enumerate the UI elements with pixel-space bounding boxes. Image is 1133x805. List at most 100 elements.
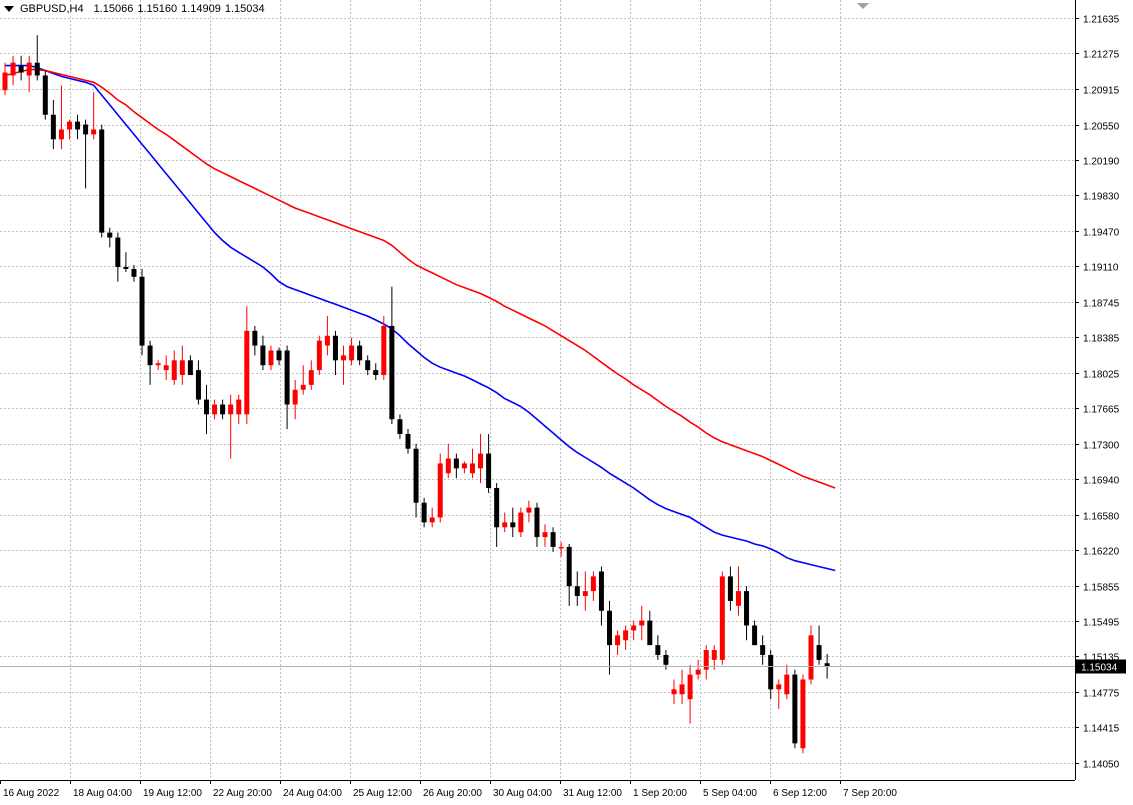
candle-body (655, 645, 661, 655)
candle (808, 625, 814, 685)
candle-body (607, 610, 612, 646)
candle-body (332, 335, 338, 361)
candle (655, 635, 661, 660)
ma-fast-line (5, 64, 836, 572)
candle-body (260, 345, 266, 366)
candle-body (365, 360, 371, 371)
candle-body (405, 433, 411, 449)
candle-body (542, 532, 548, 538)
candle (381, 316, 387, 380)
candle (18, 55, 24, 81)
candle (212, 399, 218, 420)
candle-body (324, 335, 330, 346)
candle (268, 345, 274, 371)
candle (711, 645, 717, 670)
candle-body (663, 654, 669, 665)
candle (695, 659, 701, 680)
current-price-tag: 1.15034 (1076, 659, 1126, 674)
candle-body (220, 404, 226, 415)
candle (284, 345, 290, 430)
candle-body (244, 330, 250, 415)
candle-body (115, 237, 121, 267)
candle-body (631, 625, 637, 631)
candle (66, 119, 72, 140)
candle-body (421, 502, 427, 523)
candle-body (429, 517, 435, 523)
candle-body (91, 129, 97, 135)
candle-body (389, 325, 395, 420)
x-tick-label: 5 Sep 04:00 (703, 788, 757, 799)
y-tick-label: 1.21635 (1083, 15, 1120, 26)
candle (131, 265, 137, 282)
candle (179, 345, 185, 385)
candle (308, 360, 314, 390)
candle-body (469, 463, 475, 474)
candle-body (147, 345, 153, 366)
x-tick-label: 16 Aug 2022 (3, 788, 60, 799)
candle-body (107, 232, 113, 238)
candle-body (75, 121, 81, 130)
y-tick-label: 1.17300 (1083, 441, 1120, 452)
candle-body (252, 330, 258, 346)
candle-body (18, 65, 24, 73)
y-tick-label: 1.16940 (1083, 476, 1120, 487)
candle (623, 625, 629, 651)
candle-body (679, 684, 685, 695)
y-tick-label: 1.18025 (1083, 370, 1120, 381)
candle (373, 363, 379, 380)
candle (292, 379, 298, 420)
dropdown-triangle-icon[interactable] (4, 6, 14, 12)
candle-body (590, 576, 596, 592)
candle (324, 316, 330, 356)
candle (478, 433, 484, 484)
y-tick-label: 1.20550 (1083, 122, 1120, 133)
candle (421, 497, 427, 528)
candle (220, 399, 226, 420)
candle (34, 35, 40, 81)
candle (437, 453, 443, 523)
candle-body (99, 129, 105, 233)
candle (816, 625, 822, 665)
candle-body (357, 345, 363, 361)
candle-body (719, 576, 725, 660)
candle (615, 630, 621, 655)
price-tag-bg (1076, 659, 1126, 674)
candle-body (735, 591, 741, 606)
candle-body (50, 114, 56, 140)
candle (566, 543, 572, 606)
candle-body (397, 419, 403, 434)
y-axis-ticks: 1.21635 1.21275 1.20915 1.20550 1.20190 1.198… (1075, 15, 1120, 771)
moving-averages (4, 64, 836, 572)
candle-body (687, 674, 693, 700)
candle-body (179, 360, 185, 376)
ma-slow-line (4, 68, 836, 489)
candle (10, 55, 16, 86)
candle (252, 325, 258, 356)
y-tick-label: 1.19110 (1083, 263, 1119, 274)
candle-body (808, 635, 814, 680)
candle (744, 586, 750, 641)
candle (768, 650, 774, 700)
candle-body (671, 689, 677, 695)
candle-body (727, 576, 733, 601)
y-tick-label: 1.15855 (1083, 583, 1120, 594)
ohlc-open: 1.15066 (93, 3, 134, 15)
candle-body (711, 650, 717, 660)
x-tick-label: 26 Aug 20:00 (423, 788, 482, 799)
candle-body (228, 404, 234, 415)
candle-body (494, 487, 500, 528)
candle-body (195, 370, 201, 400)
candle (276, 347, 282, 366)
candle (155, 360, 161, 371)
candle (752, 620, 758, 646)
candle-body (582, 591, 588, 597)
candle (574, 571, 580, 606)
candle (123, 252, 129, 272)
chart-shift-marker-icon[interactable] (857, 3, 869, 9)
candle (413, 443, 419, 518)
candle-body (550, 532, 556, 547)
candle-body (292, 389, 298, 405)
candle-body (236, 399, 242, 415)
